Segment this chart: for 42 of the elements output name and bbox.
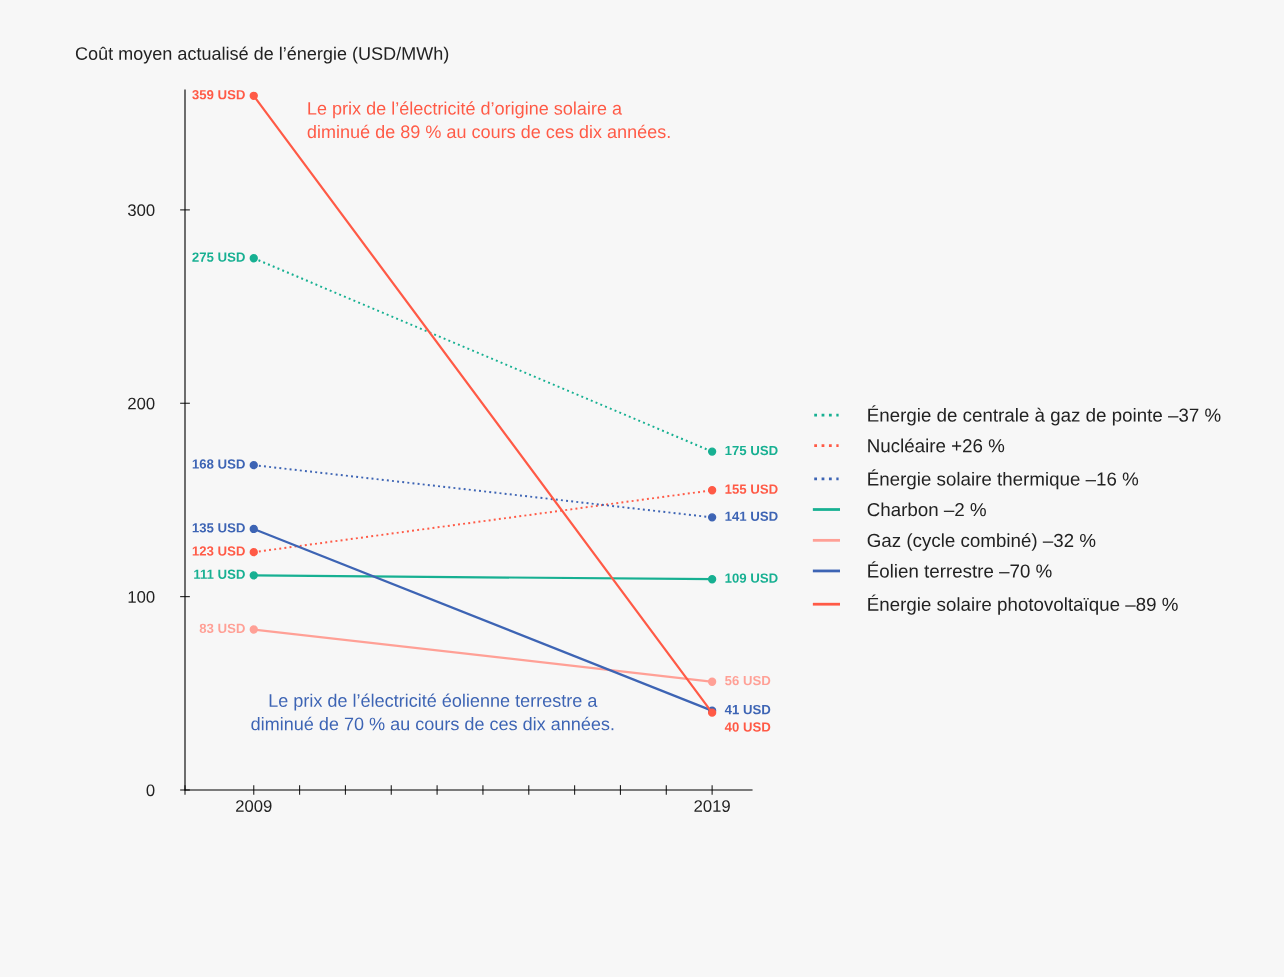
point <box>249 625 258 634</box>
data-label: 168 USD <box>192 459 245 469</box>
legend-label: Charbon –2 % <box>867 502 986 517</box>
data-label: 41 USD <box>724 704 771 715</box>
data-label: 83 USD <box>199 623 245 634</box>
data-label: 155 USD <box>725 484 778 494</box>
legend-label: Énergie solaire thermique –16 % <box>868 469 1139 490</box>
annotation: Le prix de l’électricité d’origine solaire a diminué de 89 % au cours de ces dix années. <box>307 101 670 139</box>
legend-label: Nucléaire +26 % <box>868 438 1005 453</box>
point <box>707 447 717 456</box>
point <box>249 571 258 580</box>
legend-label: Gaz (cycle combiné) –32 % <box>867 533 1096 551</box>
point <box>707 575 717 584</box>
data-label: 135 USD <box>192 523 245 533</box>
legend-label: Énergie de centrale à gaz de pointe –37 % <box>868 405 1221 426</box>
data-label: 359 USD <box>192 90 245 100</box>
point <box>249 460 258 470</box>
y-axis-title: Coût moyen actualisé de l’énergie (USD/MWh) <box>75 46 449 64</box>
y-tick-label: 100 <box>128 591 155 603</box>
data-label: 141 USD <box>725 511 778 521</box>
point <box>249 91 258 100</box>
point <box>707 513 717 522</box>
point <box>707 486 717 495</box>
data-label: 40 USD <box>724 722 771 732</box>
annotation: Le prix de l’électricité éolienne terrestre a diminué de 70 % au cours de ces dix années. <box>251 693 614 731</box>
point <box>707 677 717 686</box>
y-tick-label: 300 <box>127 204 155 217</box>
legend-label: Énergie solaire photovoltaïque –89 % <box>868 594 1178 615</box>
data-label: 275 USD <box>192 252 245 262</box>
y-tick-label: 200 <box>128 397 155 410</box>
legend-label: Éolien terrestre –70 % <box>868 561 1052 578</box>
data-label: 123 USD <box>192 546 245 556</box>
point <box>249 547 258 557</box>
point <box>249 254 258 263</box>
x-tick-label: 2019 <box>694 800 730 812</box>
y-tick-label: 0 <box>146 784 155 797</box>
data-label: 175 USD <box>725 445 778 456</box>
data-label: 111 USD <box>194 569 245 579</box>
x-tick-label: 2009 <box>236 800 272 812</box>
data-label: 109 USD <box>725 573 778 583</box>
point <box>249 524 258 534</box>
data-label: 56 USD <box>725 675 771 686</box>
